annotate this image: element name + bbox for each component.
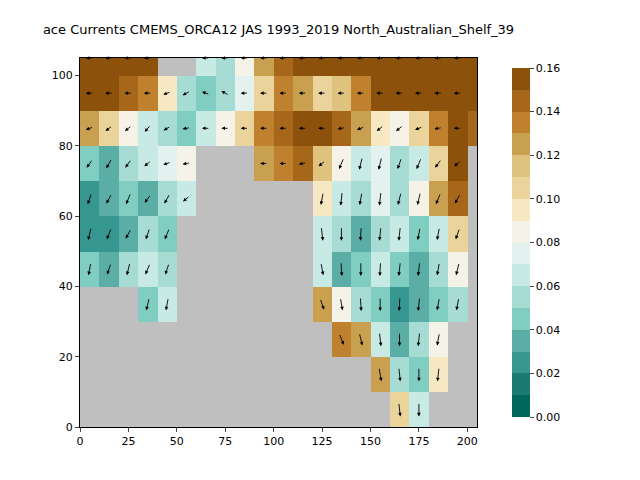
svg-text:0.14: 0.14 [536, 105, 561, 118]
svg-text:100: 100 [263, 435, 284, 448]
svg-text:25: 25 [121, 435, 135, 448]
svg-text:200: 200 [457, 435, 478, 448]
svg-text:0.02: 0.02 [536, 367, 561, 380]
svg-text:125: 125 [312, 435, 333, 448]
svg-text:0.00: 0.00 [536, 411, 561, 424]
svg-text:0.16: 0.16 [536, 62, 561, 75]
svg-text:0: 0 [77, 435, 84, 448]
svg-text:100: 100 [52, 69, 73, 82]
svg-text:0.06: 0.06 [536, 280, 561, 293]
svg-text:75: 75 [218, 435, 232, 448]
svg-text:0.04: 0.04 [536, 324, 561, 337]
svg-text:0.08: 0.08 [536, 236, 561, 249]
svg-text:20: 20 [59, 351, 73, 364]
svg-text:150: 150 [360, 435, 381, 448]
svg-text:40: 40 [59, 280, 73, 293]
svg-text:ace Currents CMEMS_ORCA12 JAS: ace Currents CMEMS_ORCA12 JAS 1993_2019 … [43, 22, 514, 37]
svg-text:0.10: 0.10 [536, 193, 561, 206]
svg-text:80: 80 [59, 140, 73, 153]
svg-text:0.12: 0.12 [536, 149, 561, 162]
svg-text:175: 175 [408, 435, 429, 448]
svg-text:0: 0 [66, 421, 73, 434]
svg-text:50: 50 [170, 435, 184, 448]
svg-text:60: 60 [59, 210, 73, 223]
